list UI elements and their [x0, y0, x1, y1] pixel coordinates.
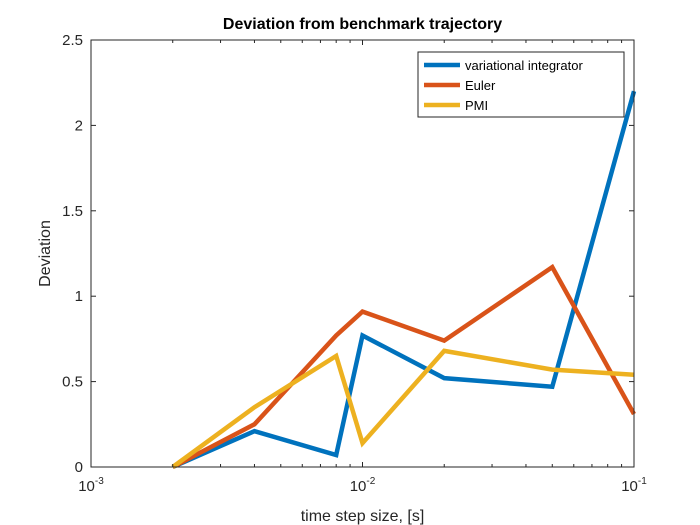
series-line-3	[171, 348, 635, 469]
axes-layer: 00.511.522.510-3 10-2 10-1	[62, 32, 647, 495]
y-tick-label: 1.5	[62, 203, 83, 220]
chart-title: Deviation from benchmark trajectory	[223, 16, 502, 33]
legend-label: variational integrator	[465, 58, 583, 73]
series-line-2	[171, 263, 636, 469]
series-layer	[171, 90, 637, 470]
y-tick-label: 1	[75, 288, 83, 305]
y-axis-label: Deviation	[37, 220, 54, 287]
y-tick-label: 0	[75, 459, 83, 476]
y-tick-label: 2	[75, 117, 83, 134]
y-tick-label: 2.5	[62, 32, 83, 49]
x-axis-label: time step size, [s]	[301, 508, 425, 525]
series-line-1	[171, 90, 637, 470]
y-tick-label: 0.5	[62, 374, 83, 391]
legend: variational integrator Euler PMI	[417, 51, 625, 118]
legend-label: Euler	[465, 78, 496, 93]
legend-label: PMI	[465, 98, 488, 113]
